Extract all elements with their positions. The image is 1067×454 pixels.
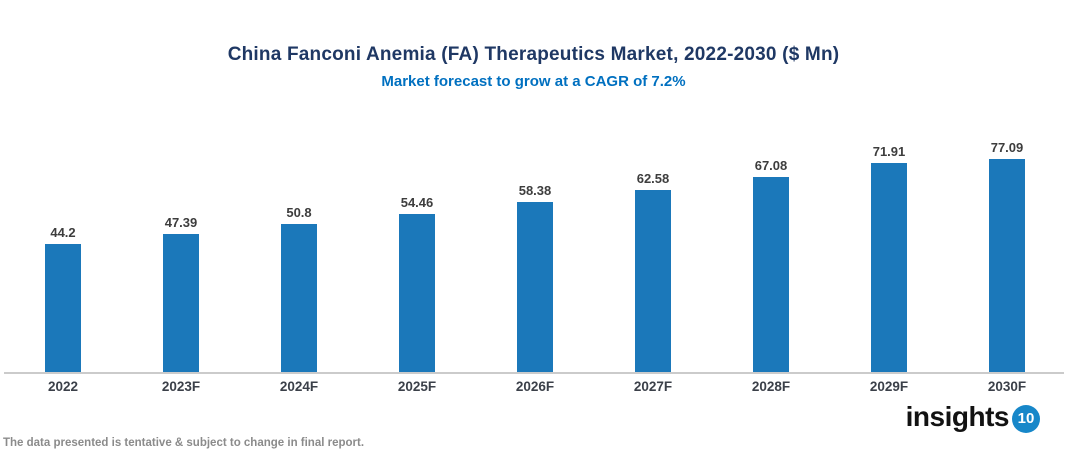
bar <box>517 202 553 372</box>
bar-value-label: 44.2 <box>50 225 76 240</box>
bar <box>399 214 435 372</box>
logo-wordmark: insights <box>905 401 1010 432</box>
bar-value-label: 62.58 <box>636 171 670 186</box>
x-axis-label: 2025F <box>397 379 437 394</box>
bar-value-label: 47.39 <box>164 215 198 230</box>
x-axis-labels: 2022 2023F 2024F 2025F 2026F 2027F 2028F 2029F 2… <box>4 379 1066 394</box>
bar-value-label: 71.91 <box>872 144 906 159</box>
x-axis-label: 2022 <box>47 379 79 394</box>
chart-subtitle: Market forecast to grow at a CAGR of 7.2… <box>381 73 686 90</box>
x-axis-label: 2024F <box>279 379 319 394</box>
bar-column: 54.46 <box>358 140 476 372</box>
bar-column: 62.58 <box>594 140 712 372</box>
bar-column: 67.08 <box>712 140 830 372</box>
x-axis-label: 2023F <box>161 379 201 394</box>
x-axis-label: 2029F <box>869 379 909 394</box>
bar <box>45 244 81 372</box>
bar-value-label: 54.46 <box>400 195 434 210</box>
bar-value-label: 67.08 <box>754 158 788 173</box>
bar-value-label: 50.8 <box>286 205 312 220</box>
bar-column: 50.8 <box>240 140 358 372</box>
bar <box>753 177 789 372</box>
bar-value-label: 58.38 <box>518 183 552 198</box>
x-axis-label: 2030F <box>987 379 1027 394</box>
x-axis-label: 2027F <box>633 379 673 394</box>
bar-value-label: 77.09 <box>990 140 1024 155</box>
bar <box>635 190 671 372</box>
bar-column: 71.91 <box>830 140 948 372</box>
bar <box>871 163 907 372</box>
disclaimer-text: The data presented is tentative & subjec… <box>3 437 365 449</box>
bar <box>281 224 317 372</box>
bar-chart-plot-area: 44.2 47.39 50.8 54.46 58.38 62.58 67.08 71.91 77… <box>4 140 1066 372</box>
x-axis-label: 2026F <box>515 379 555 394</box>
bar <box>989 159 1025 372</box>
bar-column: 58.38 <box>476 140 594 372</box>
bar-column: 47.39 <box>122 140 240 372</box>
bar-column: 44.2 <box>4 140 122 372</box>
chart-title: China Fanconi Anemia (FA) Therapeutics M… <box>227 44 840 65</box>
bar <box>163 234 199 372</box>
logo-badge-icon: 10 <box>1012 404 1040 433</box>
bar-column: 77.09 <box>948 140 1066 372</box>
x-axis-label: 2028F <box>751 379 791 394</box>
insights10-logo: insights 10 <box>906 401 1040 433</box>
x-axis-baseline <box>4 372 1064 374</box>
